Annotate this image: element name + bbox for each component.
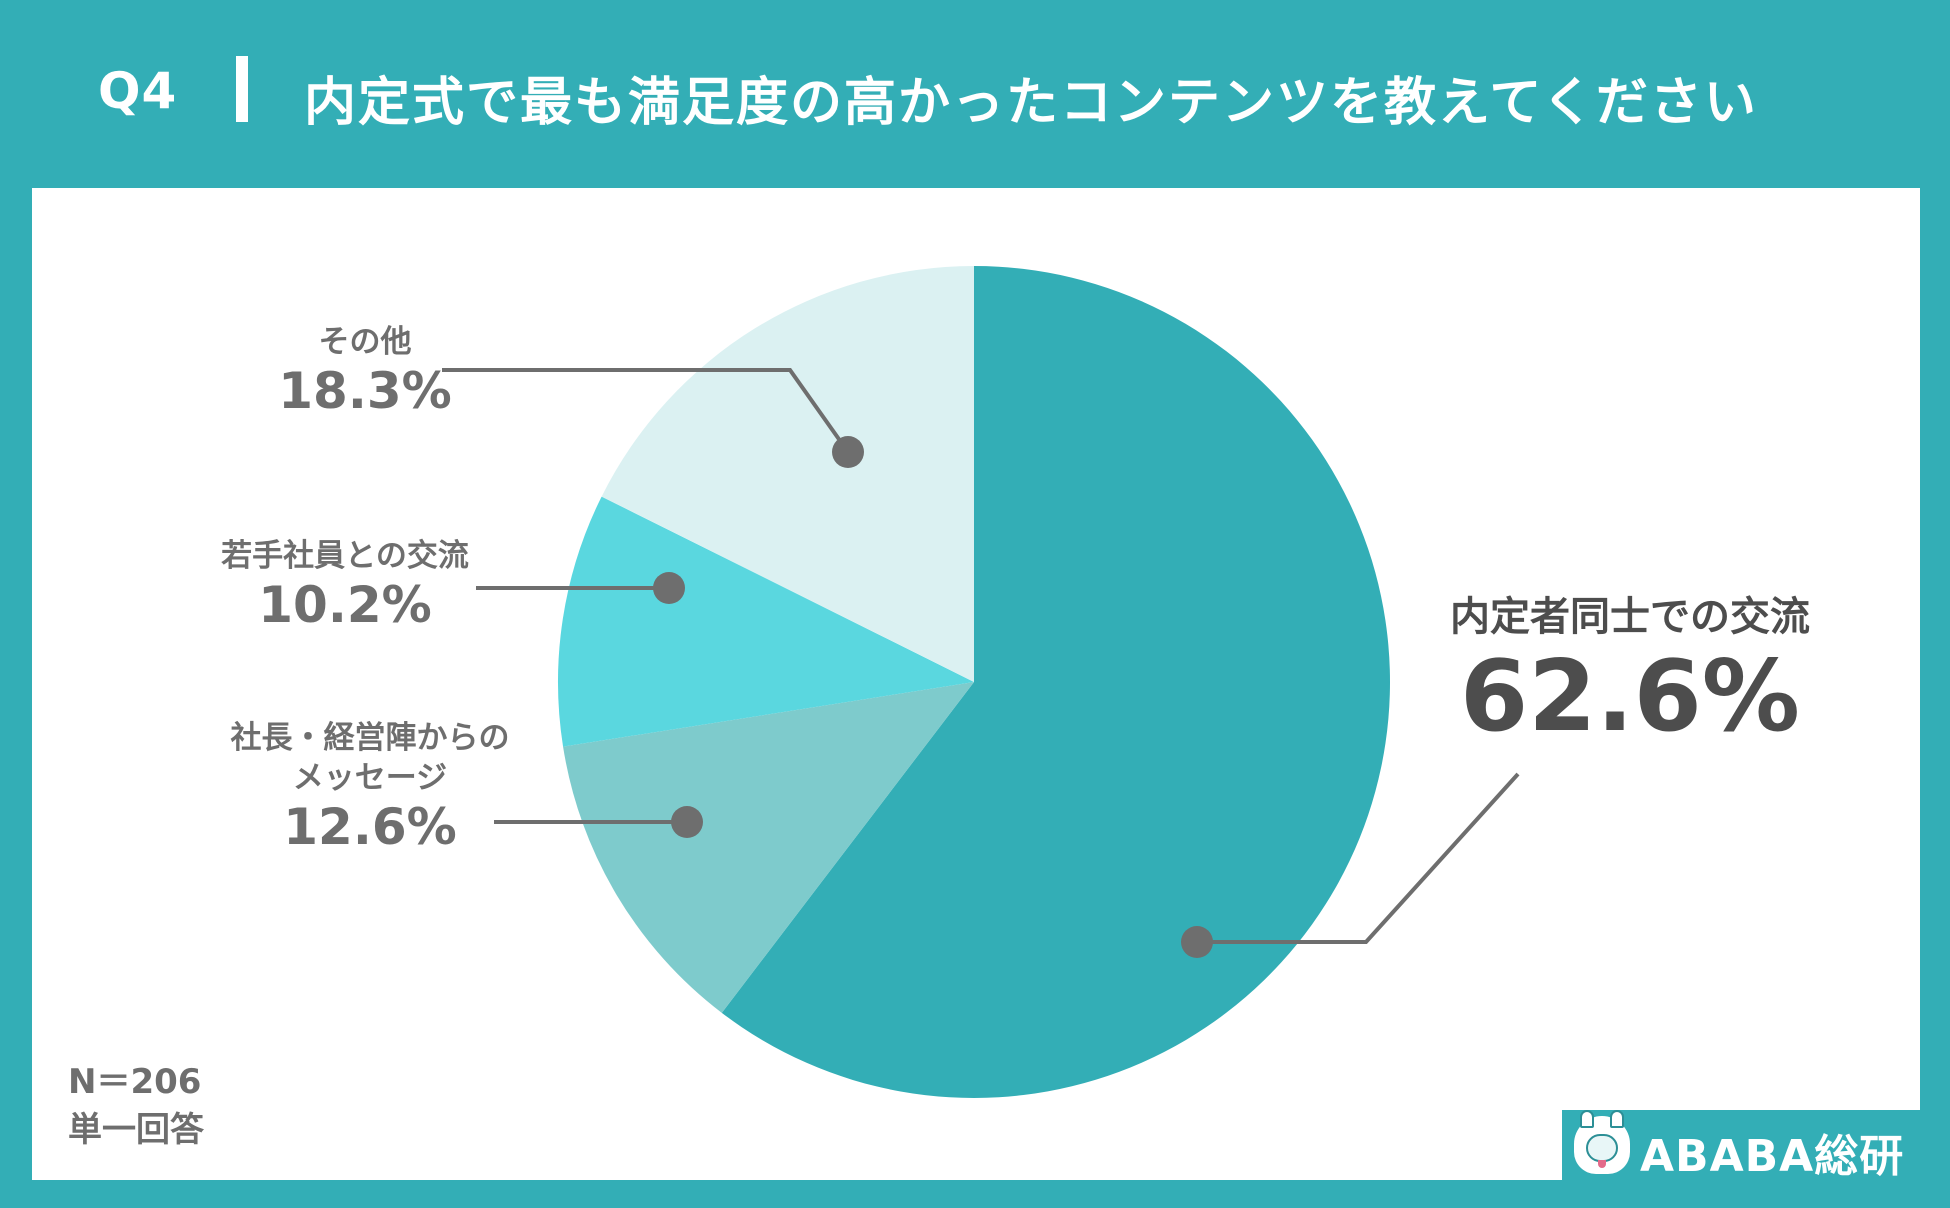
leader-peer-exchange-line xyxy=(1197,772,1520,944)
slice-peer-exchange xyxy=(721,266,1390,1098)
leader-lines xyxy=(442,368,1520,958)
slice-label-other: その他 18.3% xyxy=(250,322,480,420)
leader-executive-message-dot xyxy=(671,806,703,838)
footnote: N＝206 単一回答 xyxy=(68,1058,204,1154)
brand-logo: ABABA総研 xyxy=(1562,1110,1920,1182)
title-divider xyxy=(236,56,248,122)
slice-name: 若手社員との交流 xyxy=(221,538,469,574)
slice-label-young-staff: 若手社員との交流 10.2% xyxy=(180,536,510,634)
slice-young-staff xyxy=(558,496,974,747)
slice-name-line-1: 社長・経営陣からの xyxy=(230,720,510,756)
page-title: 内定式で最も満足度の高かったコンテンツを教えてください xyxy=(304,73,1758,133)
slice-name: 内定者同士での交流 xyxy=(1450,594,1810,640)
slice-other xyxy=(601,266,974,682)
slice-percent: 18.3% xyxy=(278,362,452,420)
leader-peer-exchange-dot xyxy=(1181,926,1213,958)
slice-percent: 10.2% xyxy=(258,576,432,634)
slice-percent: 12.6% xyxy=(283,798,457,856)
header: Q4 内定式で最も満足度の高かったコンテンツを教えてください xyxy=(0,0,1950,188)
slice-label-peer-exchange: 内定者同士での交流 62.6% xyxy=(1380,592,1880,752)
leader-other-dot xyxy=(832,436,864,468)
slice-name-line-2: メッセージ xyxy=(292,760,448,796)
question-number: Q4 xyxy=(98,62,178,120)
pie-slices xyxy=(558,266,1390,1098)
alpaca-mascot-icon xyxy=(1574,1110,1630,1174)
slice-name: その他 xyxy=(318,324,412,360)
answer-type: 単一回答 xyxy=(68,1110,204,1150)
brand-name: ABABA総研 xyxy=(1640,1131,1905,1182)
slice-label-executive-message: 社長・経営陣からの メッセージ 12.6% xyxy=(180,718,560,856)
slice-percent: 62.6% xyxy=(1460,640,1800,754)
leader-young-staff-dot xyxy=(653,572,685,604)
sample-size: N＝206 xyxy=(68,1062,202,1102)
leader-other-line xyxy=(442,368,850,454)
slice-executive-message xyxy=(563,682,974,1013)
